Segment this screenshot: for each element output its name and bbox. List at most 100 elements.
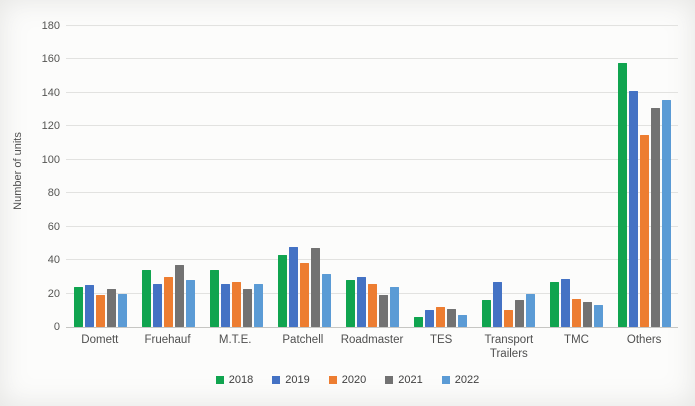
legend-item-2022: 2022 [441, 374, 480, 386]
bar-group-transport-trailers [474, 26, 542, 327]
x-axis-label-fruehauf: Fruehauf [144, 334, 191, 346]
y-tick-label-160: 160 [41, 53, 60, 66]
x-axis-label-domett: Domett [81, 334, 119, 346]
y-tick-label-20: 20 [47, 287, 60, 300]
bar-others-2022 [661, 99, 671, 327]
legend-label-2022: 2022 [454, 374, 480, 386]
legend-swatch-2018 [215, 376, 224, 384]
x-axis-label-others: Others [626, 334, 662, 346]
legend: 2018 2019 2020 2021 2022 [0, 374, 695, 386]
bar-roadmaster-2021 [378, 295, 388, 327]
bar-tmc-2021 [582, 301, 592, 327]
bar-transport-trailers-2021 [514, 300, 524, 327]
legend-swatch-2021 [385, 376, 394, 384]
bar-patchell-2020 [299, 263, 309, 327]
bar-tes-2021 [446, 308, 456, 327]
bar-tes-2019 [424, 310, 434, 327]
bar-domett-2022 [117, 293, 127, 327]
bar-group-tes [406, 26, 474, 327]
gridline-80 [66, 192, 678, 194]
bar-tmc-2019 [560, 278, 570, 327]
gridline-60 [66, 225, 678, 227]
legend-swatch-2022 [441, 376, 450, 384]
x-axis-label-roadmaster: Roadmaster [340, 334, 404, 346]
bar-group-domett [66, 26, 134, 327]
y-tick-label-180: 180 [41, 20, 60, 32]
y-tick-label-0: 0 [53, 321, 60, 333]
bar-group-patchell [270, 26, 338, 327]
gridline-120 [66, 125, 678, 127]
legend-label-2020: 2020 [341, 374, 367, 386]
bar-others-2020 [639, 134, 649, 327]
gridline-100 [66, 158, 678, 160]
gridline-180 [66, 25, 678, 26]
bar-roadmaster-2019 [356, 276, 366, 327]
bar-m-t-e--2022 [253, 283, 263, 327]
gridline-140 [66, 91, 678, 93]
bar-tes-2018 [413, 316, 423, 327]
bar-transport-trailers-2018 [481, 300, 491, 327]
x-axis-label-tmc: TMC [564, 334, 589, 346]
bar-tes-2022 [457, 315, 467, 327]
y-axis-title: Number of units [12, 132, 24, 210]
bar-group-tmc [542, 26, 610, 327]
y-tick-label-120: 120 [41, 120, 60, 133]
bar-fruehauf-2018 [141, 270, 151, 327]
bar-fruehauf-2022 [185, 280, 195, 327]
bar-patchell-2019 [288, 246, 298, 327]
x-axis-label-m-t-e-: M.T.E. [218, 334, 252, 346]
bar-tmc-2018 [549, 281, 559, 327]
bar-roadmaster-2020 [367, 283, 377, 327]
bar-domett-2018 [73, 286, 83, 327]
bar-domett-2020 [95, 295, 105, 327]
bar-patchell-2018 [277, 255, 287, 327]
bar-domett-2021 [106, 288, 116, 327]
bar-patchell-2021 [310, 248, 320, 327]
bar-fruehauf-2021 [174, 265, 184, 327]
gridline-40 [66, 259, 678, 261]
legend-item-2021: 2021 [385, 374, 423, 386]
x-axis-label-patchell: Patchell [282, 334, 324, 346]
bar-transport-trailers-2022 [525, 293, 535, 327]
legend-label-2018: 2018 [228, 374, 254, 386]
legend-swatch-2020 [328, 376, 337, 384]
bar-tmc-2022 [593, 305, 603, 327]
bar-tes-2020 [435, 306, 445, 327]
bar-tmc-2020 [571, 298, 581, 327]
bar-roadmaster-2022 [389, 286, 399, 327]
x-axis-label-transport-trailers: Transport Trailers [484, 334, 534, 361]
bar-group-m-t-e- [202, 26, 270, 327]
bar-group-roadmaster [338, 26, 406, 327]
y-tick-label-60: 60 [47, 220, 60, 233]
bar-transport-trailers-2019 [492, 281, 502, 327]
bar-m-t-e--2020 [231, 281, 241, 327]
y-tick-label-40: 40 [47, 254, 60, 267]
bar-group-others [610, 26, 678, 327]
bar-fruehauf-2020 [163, 276, 173, 327]
x-axis-label-tes: TES [429, 334, 453, 346]
bar-patchell-2022 [321, 273, 331, 327]
bar-m-t-e--2021 [242, 288, 252, 327]
bar-m-t-e--2018 [209, 270, 219, 327]
bar-others-2018 [617, 62, 627, 327]
legend-item-2019: 2019 [272, 374, 310, 386]
legend-label-2021: 2021 [398, 374, 423, 386]
bar-fruehauf-2019 [152, 283, 162, 327]
x-axis-line [66, 327, 678, 328]
bar-domett-2019 [84, 285, 94, 327]
legend-item-2020: 2020 [328, 374, 367, 386]
bar-group-fruehauf [134, 26, 202, 327]
bar-roadmaster-2018 [345, 280, 355, 327]
y-tick-label-80: 80 [47, 187, 60, 200]
y-tick-label-140: 140 [41, 86, 60, 99]
legend-item-2018: 2018 [215, 374, 254, 386]
x-axis-labels: Domett Fruehauf M.T.E. Patchell Roadmaster TE… [66, 333, 678, 362]
legend-swatch-2019 [272, 376, 281, 384]
legend-label-2019: 2019 [285, 374, 310, 386]
gridline-160 [66, 58, 678, 60]
bar-others-2021 [650, 107, 660, 327]
bar-groups [66, 26, 678, 327]
bar-m-t-e--2019 [220, 283, 230, 327]
bar-others-2019 [628, 91, 638, 327]
